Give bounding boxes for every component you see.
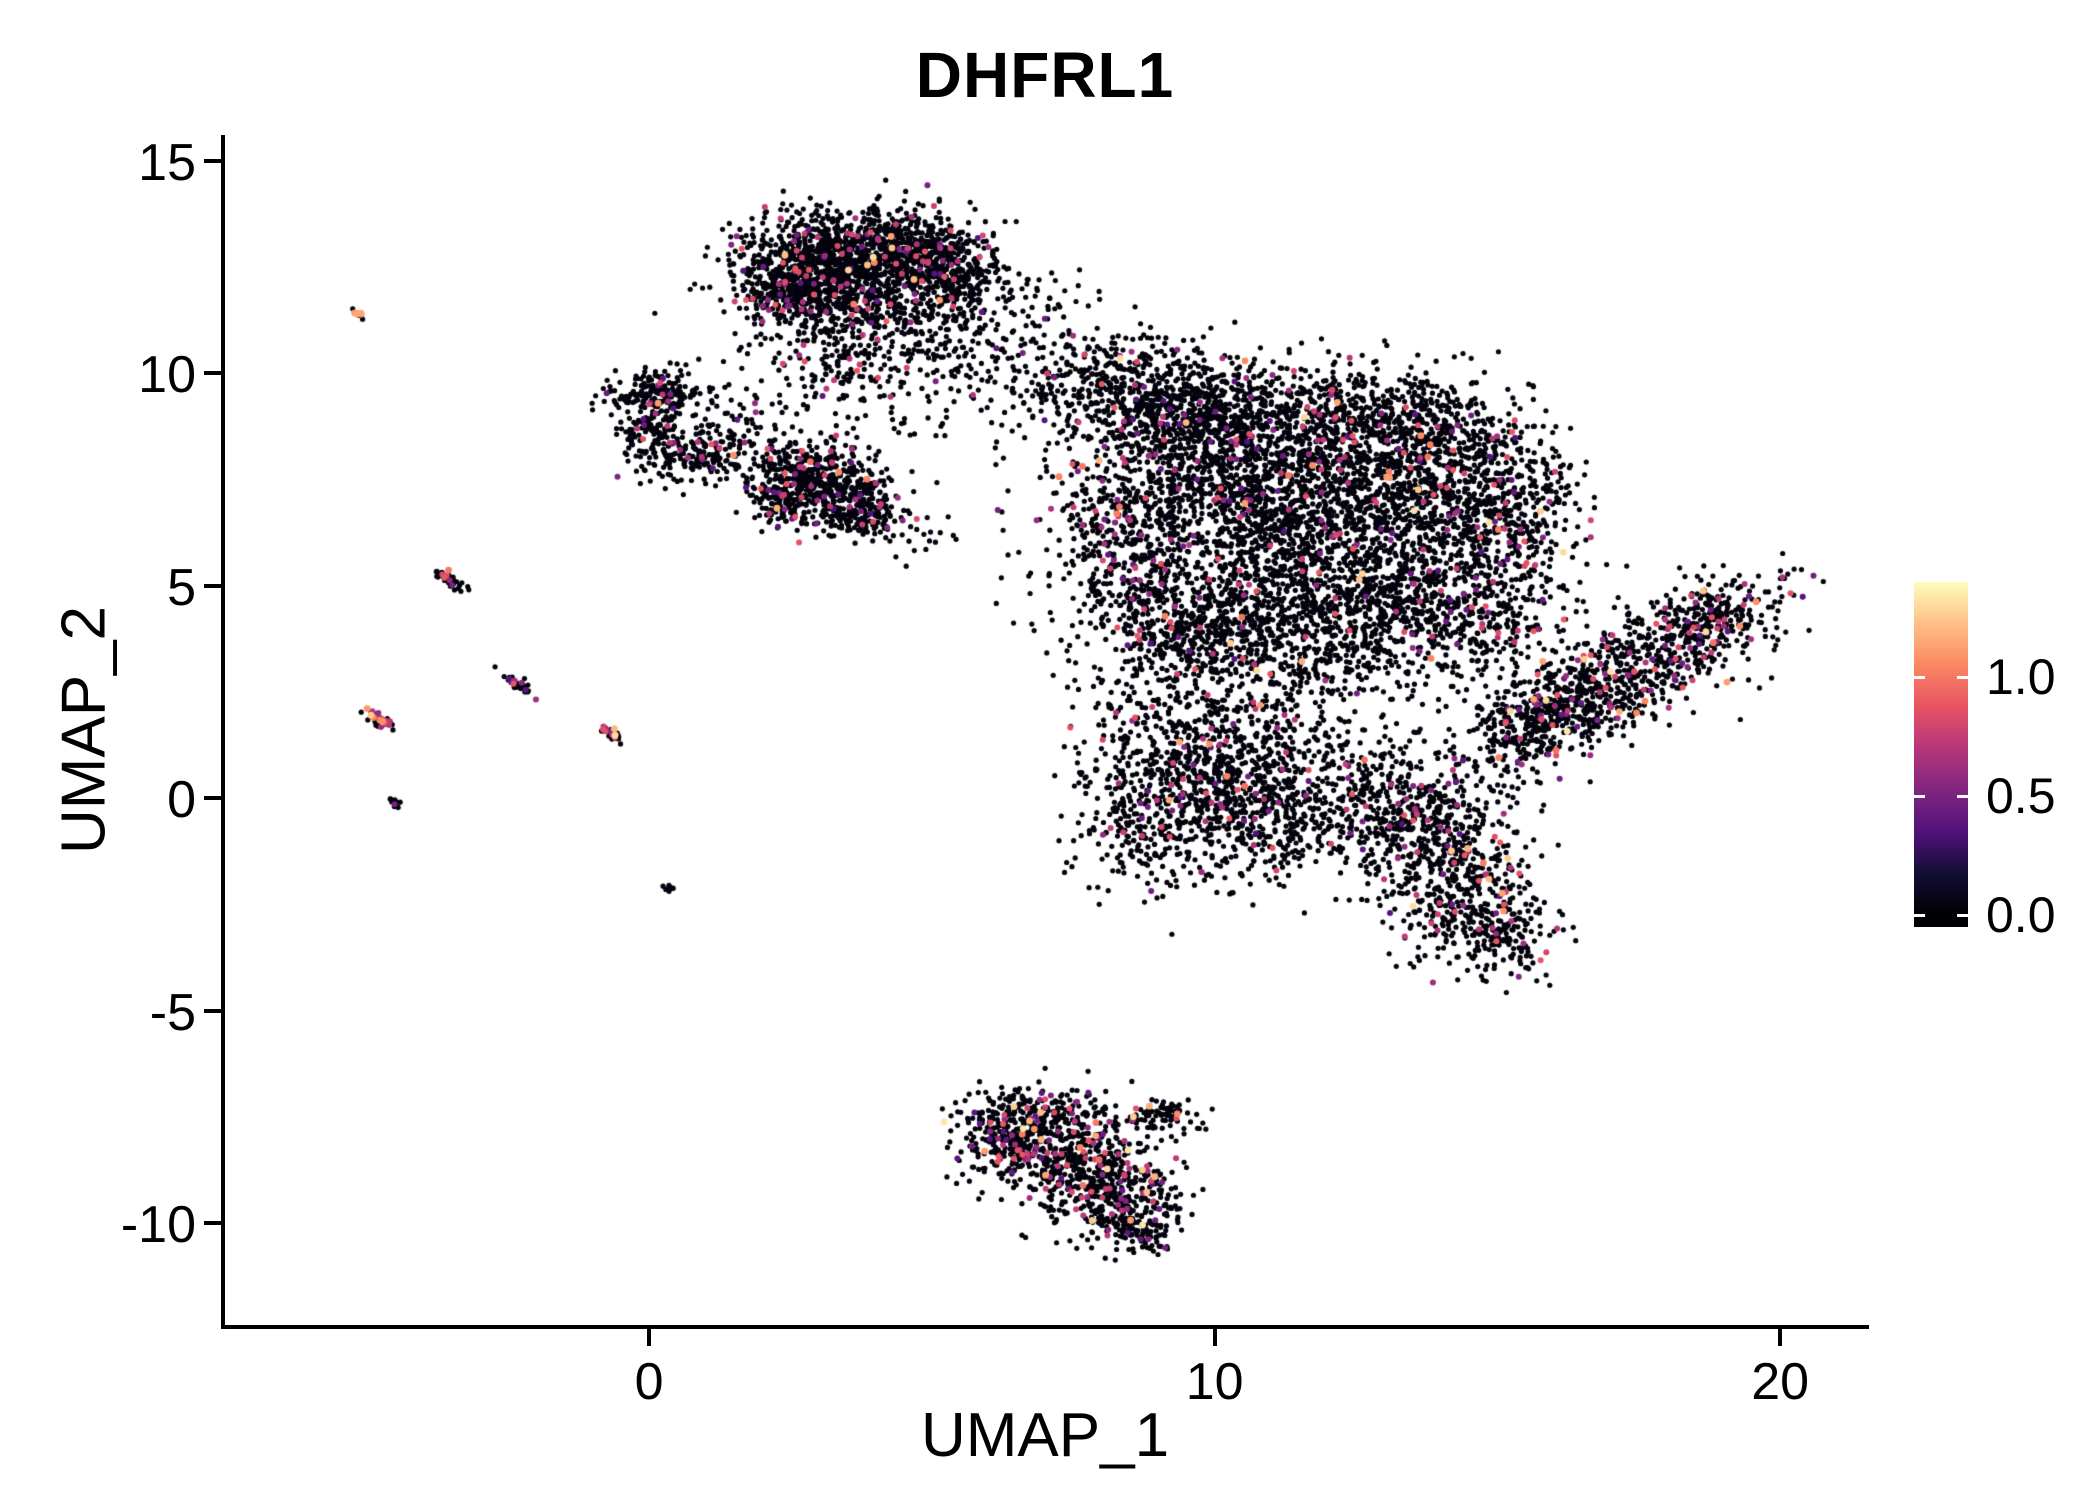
y-tick-label: 10: [138, 346, 196, 404]
x-tick-mark: [1778, 1329, 1783, 1346]
x-tick-mark: [647, 1329, 652, 1346]
y-tick-mark: [204, 796, 221, 800]
legend-tick-label: 0.5: [1986, 768, 2056, 825]
legend-colorbar: 1.0 0.5 0.0: [1914, 582, 2100, 940]
y-tick-label: 0: [167, 771, 196, 829]
legend-tick-label: 1.0: [1986, 649, 2056, 706]
x-tick-label: 10: [1185, 1353, 1244, 1411]
x-axis-line: [221, 1325, 1869, 1329]
legend-tick-mark: [1914, 913, 1925, 917]
y-tick-label: 5: [167, 558, 196, 617]
plot-title: DHFRL1: [915, 39, 1175, 111]
y-tick-label: -10: [120, 1196, 196, 1254]
y-tick-label: -5: [149, 983, 196, 1042]
y-tick-mark: [204, 158, 221, 163]
y-axis-line: [221, 135, 225, 1329]
x-tick-label: 20: [1751, 1353, 1810, 1411]
legend-tick-label: 0.0: [1986, 887, 2056, 944]
y-tick-mark: [204, 371, 221, 375]
legend-tick-mark: [1957, 675, 1968, 679]
legend-tick-mark: [1914, 675, 1925, 679]
y-tick-mark: [204, 1008, 221, 1013]
legend-tick-mark: [1957, 794, 1968, 798]
x-axis-title: UMAP_1: [920, 1401, 1170, 1470]
y-axis-title: UMAP_2: [49, 605, 119, 855]
x-tick-label: 0: [634, 1353, 664, 1411]
x-tick-mark: [1212, 1329, 1217, 1346]
y-tick-mark: [204, 583, 221, 588]
y-tick-label: 15: [138, 133, 196, 192]
legend-tick-mark: [1957, 913, 1968, 917]
legend-gradient-bar: [1914, 582, 1968, 927]
legend-tick-mark: [1914, 794, 1925, 798]
y-tick-mark: [204, 1221, 221, 1225]
